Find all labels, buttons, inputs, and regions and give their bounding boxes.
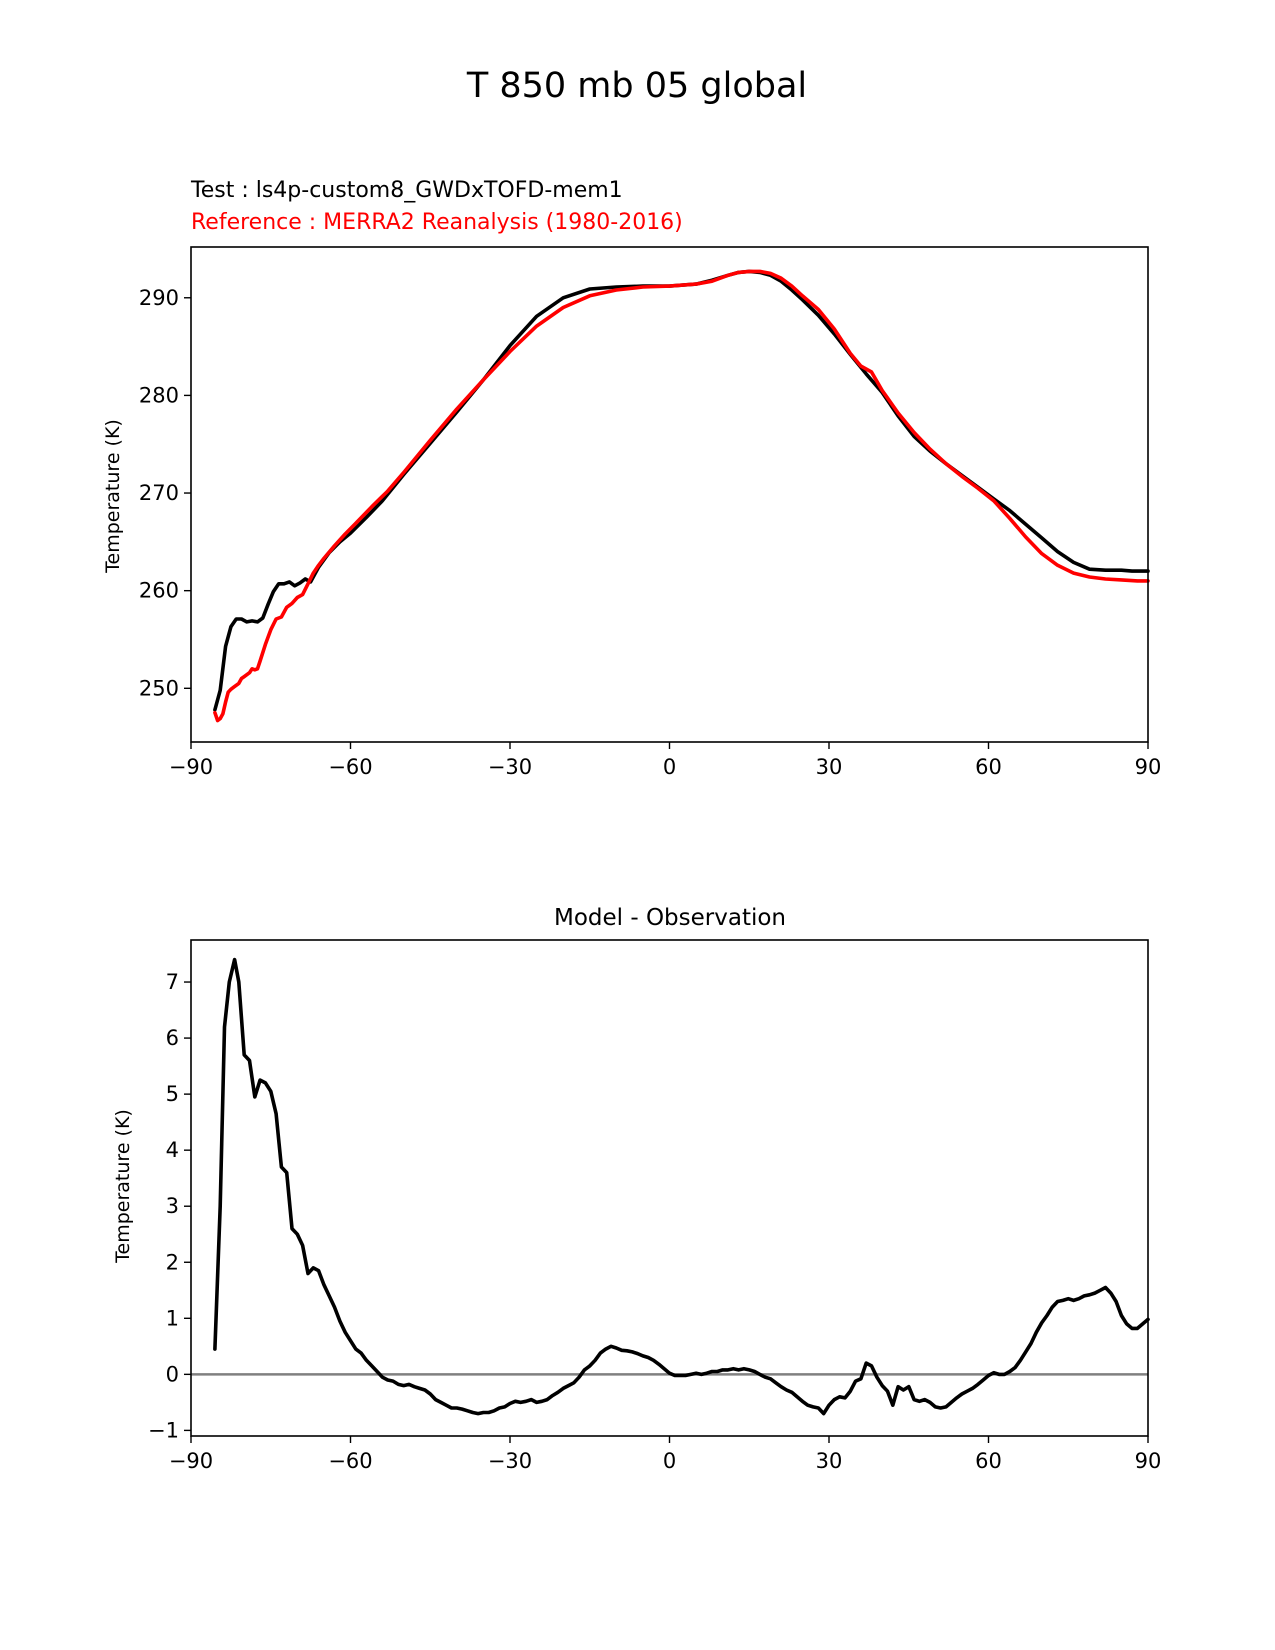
test-label: Test : ls4p-custom8_GWDxTOFD-mem1 — [190, 178, 623, 203]
reference-label: Reference : MERRA2 Reanalysis (1980-2016… — [191, 210, 683, 235]
x-tick-label: −60 — [328, 1449, 372, 1473]
y-tick-label: 290 — [139, 286, 179, 310]
difference-plot-area: −90 −60 −30 0 30 60 90 −1 0 1 2 3 4 5 6 7 — [148, 939, 1162, 1473]
y-tick-label: 280 — [139, 383, 179, 407]
y-tick-label: 3 — [166, 1194, 179, 1218]
x-tick-label: 30 — [816, 755, 843, 779]
difference-y-label: Temperature (K) — [112, 1109, 134, 1264]
temperature-plot-area: −90 −60 −30 0 30 60 90 250 260 270 280 290 — [139, 246, 1162, 779]
x-tick-label: 60 — [975, 755, 1002, 779]
y-tick-label: 7 — [166, 970, 179, 994]
x-tick-label: 0 — [663, 1449, 676, 1473]
x-tick-label: 60 — [975, 1449, 1002, 1473]
difference-title: Model - Observation — [554, 905, 786, 931]
x-tick-label: −60 — [328, 755, 372, 779]
x-tick-label: 0 — [663, 755, 676, 779]
temperature-y-label: Temperature (K) — [102, 419, 124, 574]
difference-panel: Model - Observation −90 −60 −30 0 30 60 90 −1 0 1… — [112, 905, 1161, 1473]
x-tick-label: −30 — [488, 1449, 532, 1473]
y-tick-label: 250 — [139, 676, 179, 700]
y-tick-label: 270 — [139, 481, 179, 505]
x-tick-label: −90 — [169, 1449, 213, 1473]
axes-frame — [190, 246, 1149, 743]
x-tick-label: 90 — [1135, 1449, 1162, 1473]
series-line-test — [213, 269, 1150, 712]
axes-frame — [190, 939, 1149, 1437]
series-line-model-observation — [213, 957, 1150, 1416]
y-tick-label: 260 — [139, 579, 179, 603]
series-line-reference — [213, 269, 1150, 723]
x-tick-label: 90 — [1135, 755, 1162, 779]
y-tick-label: −1 — [148, 1418, 179, 1442]
x-tick-label: −90 — [169, 755, 213, 779]
y-tick-label: 5 — [166, 1082, 179, 1106]
figure-title: T 850 mb 05 global — [466, 66, 807, 106]
temperature-panel: Test : ls4p-custom8_GWDxTOFD-mem1 Refere… — [102, 178, 1161, 779]
y-tick-label: 0 — [166, 1362, 179, 1386]
x-tick-label: 30 — [816, 1449, 843, 1473]
y-tick-label: 6 — [166, 1026, 179, 1050]
x-tick-label: −30 — [488, 755, 532, 779]
y-tick-label: 4 — [166, 1138, 179, 1162]
y-tick-label: 2 — [166, 1250, 179, 1274]
y-tick-label: 1 — [166, 1306, 179, 1330]
